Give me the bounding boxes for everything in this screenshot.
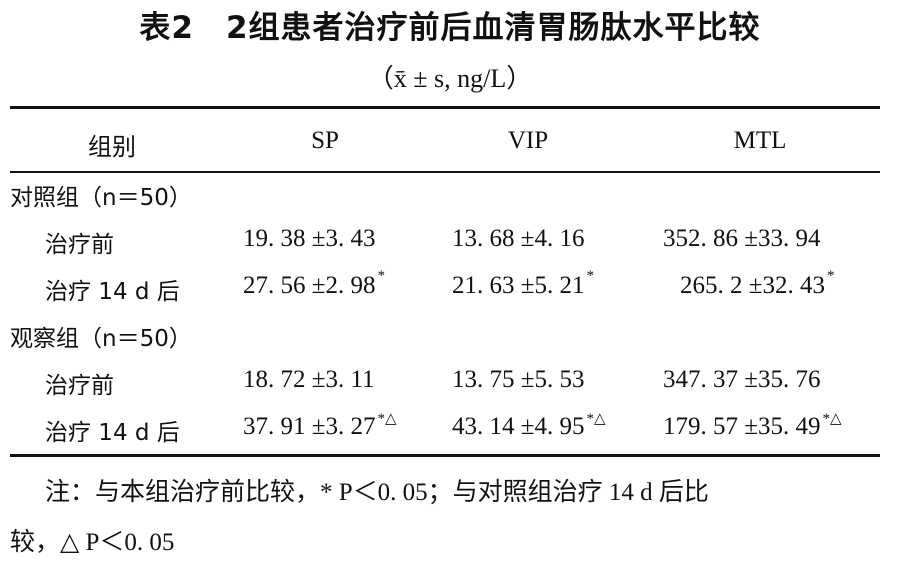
group-label: 观察组（n＝50）: [10, 326, 192, 352]
bottom-rule: [10, 454, 880, 457]
table-cell: 21. 63 ±5. 21 *: [452, 268, 594, 300]
table-cell: 352. 86 ±33. 94: [663, 225, 820, 253]
cell-value: 13. 68 ±4. 16: [452, 225, 585, 252]
header-sp: SP: [311, 127, 339, 154]
cell-value: 43. 14 ±4. 95: [452, 413, 585, 440]
cell-value: 21. 63 ±5. 21: [452, 272, 585, 299]
header-mtl: MTL: [733, 127, 787, 154]
table-cell: 179. 57 ±35. 49 *△: [663, 411, 842, 441]
cell-value: 13. 75 ±5. 53: [452, 366, 585, 393]
top-rule: [10, 106, 880, 109]
significance-mark: *△: [822, 411, 842, 427]
table-title: 表2 2组患者治疗前后血清胃肠肽水平比较: [139, 10, 761, 46]
cell-value: 352. 86 ±33. 94: [663, 225, 821, 252]
table-cell: 37. 91 ±3. 27 *△: [243, 411, 397, 441]
cell-value: 27. 56 ±2. 98: [243, 272, 376, 299]
significance-mark: *: [377, 268, 385, 284]
table-cell: 43. 14 ±4. 95 *△: [452, 411, 606, 441]
header-rule: [10, 171, 880, 173]
group-label: 对照组（n＝50）: [10, 185, 192, 211]
row-label: 治疗前: [45, 232, 114, 258]
note-line-2: 较，△ P＜0. 05: [10, 529, 175, 556]
note-line-1: 注：与本组治疗前比较，* P＜0. 05；与对照组治疗 14 d 后比: [45, 479, 709, 506]
row-label: 治疗 14 d 后: [45, 279, 180, 305]
table-cell: 347. 37 ±35. 76: [663, 366, 820, 394]
header-group: 组别: [88, 133, 136, 161]
table-cell: 27. 56 ±2. 98 *: [243, 268, 385, 300]
significance-mark: *△: [586, 411, 606, 427]
table-cell: 19. 38 ±3. 43: [243, 225, 375, 253]
row-label: 治疗前: [45, 373, 114, 399]
table-cell: 13. 68 ±4. 16: [452, 225, 584, 253]
table-cell: 265. 2 ±32. 43 *: [680, 268, 834, 300]
significance-mark: *△: [377, 411, 397, 427]
table-subtitle: （x̄ ± s, ng/L）: [367, 64, 533, 93]
significance-mark: *: [826, 268, 835, 284]
table-cell: 13. 75 ±5. 53: [452, 366, 584, 394]
significance-mark: *: [586, 268, 594, 284]
cell-value: 37. 91 ±3. 27: [243, 413, 376, 440]
header-vip: VIP: [507, 127, 549, 154]
cell-value: 18. 72 ±3. 11: [243, 366, 375, 393]
cell-value: 347. 37 ±35. 76: [663, 366, 821, 393]
table-cell: 18. 72 ±3. 11: [243, 366, 375, 394]
cell-value: 179. 57 ±35. 49: [663, 413, 821, 440]
row-label: 治疗 14 d 后: [45, 420, 180, 446]
cell-value: 19. 38 ±3. 43: [243, 225, 376, 252]
cell-value: 265. 2 ±32. 43: [680, 272, 825, 299]
